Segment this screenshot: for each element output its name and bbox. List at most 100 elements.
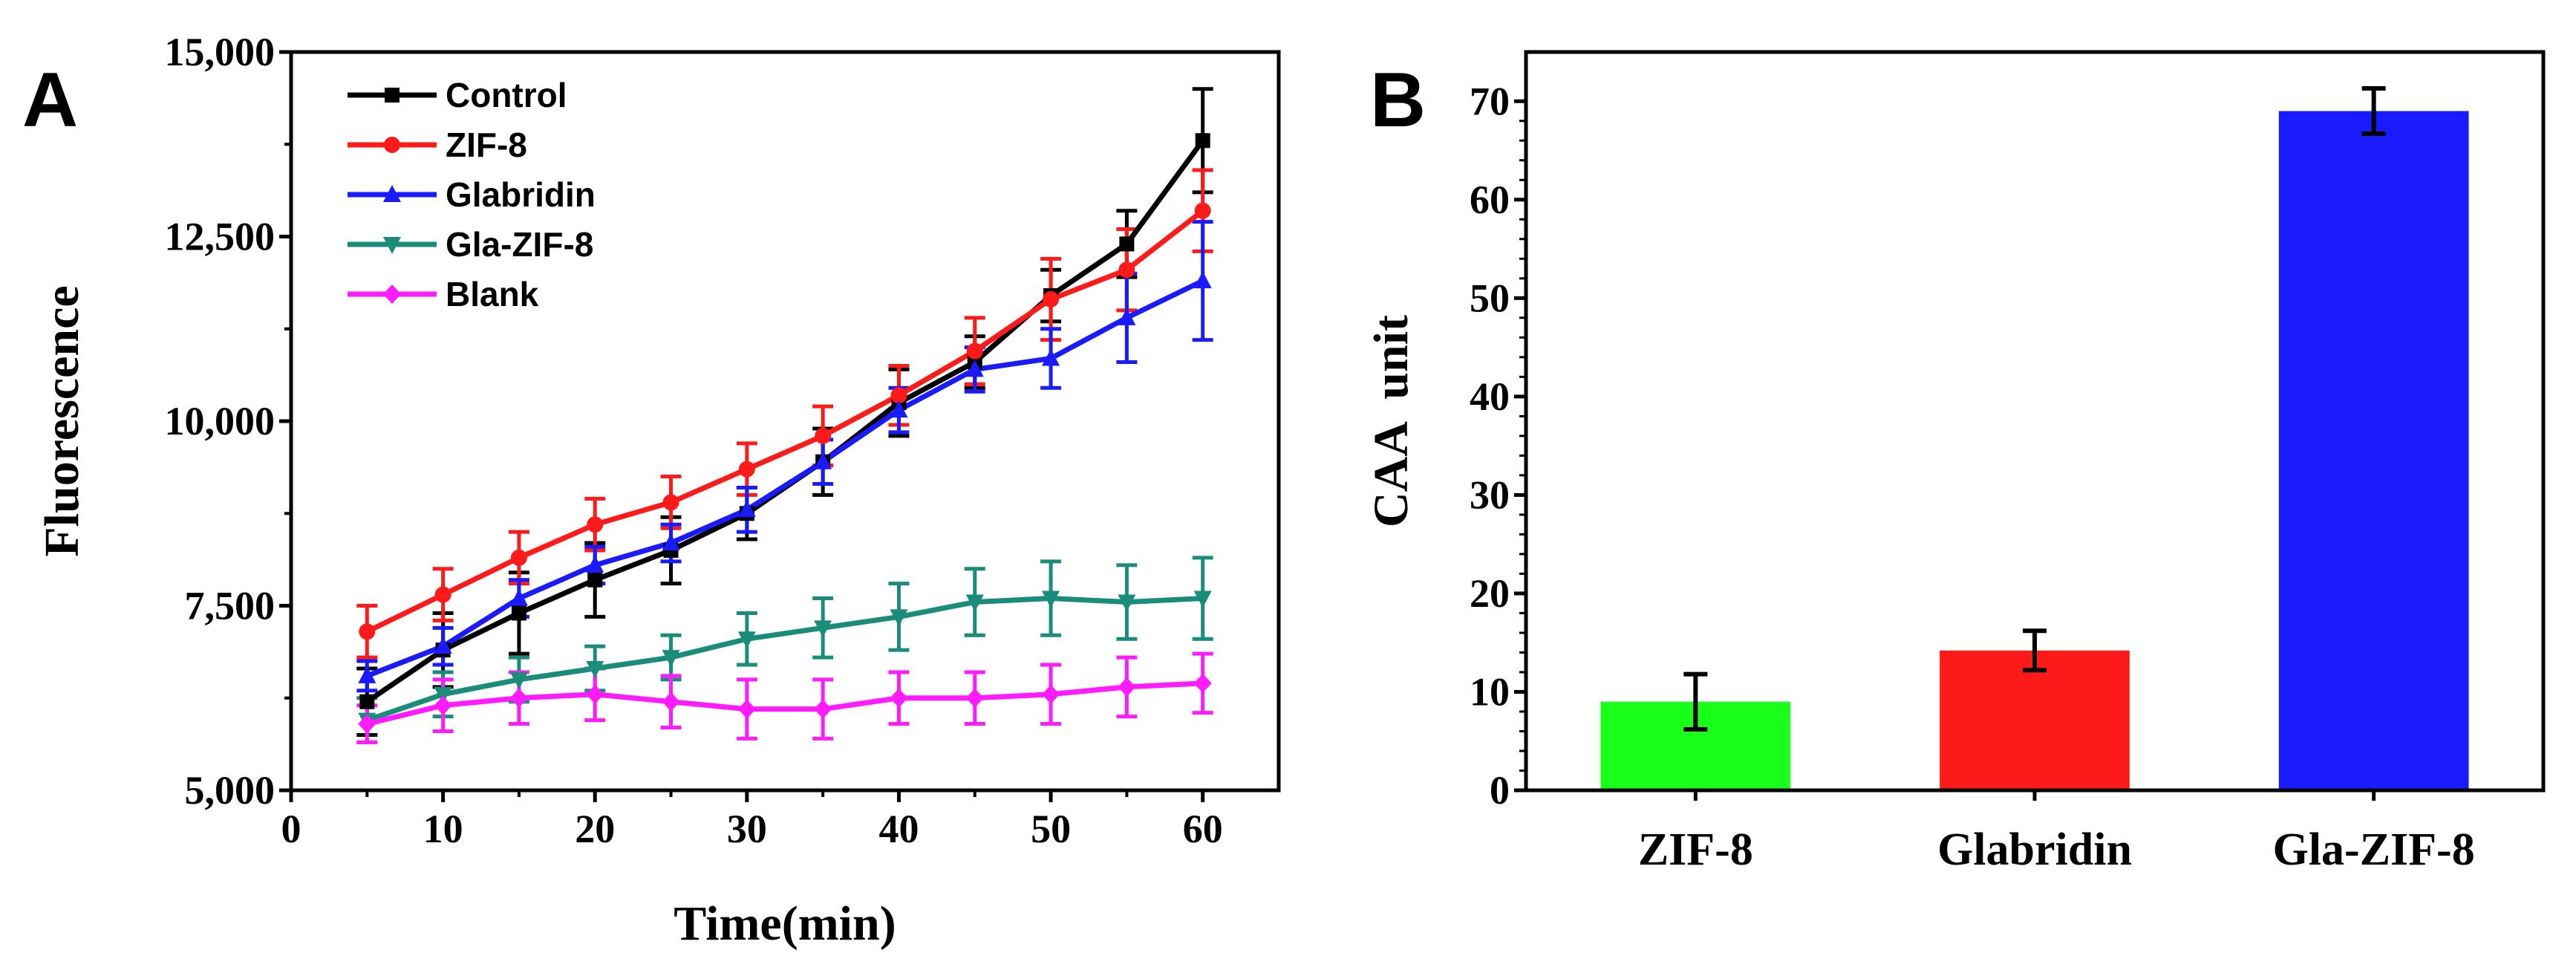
- gla-zif-8-point: [1118, 594, 1136, 612]
- legend-item-control: Control: [348, 76, 567, 114]
- legend-item-gla-zif-8: Gla-ZIF-8: [348, 225, 593, 264]
- error-bar-gla-zif-8: [2361, 86, 2386, 137]
- blank-point: [509, 688, 528, 708]
- y-tick-label: 30: [1470, 472, 1510, 517]
- gla-zif-8-point: [965, 594, 984, 612]
- panel-a-legend: Control ZIF-8 Glabridin Gla-ZIF-8 Blank: [348, 76, 596, 313]
- y-tick-label: 60: [1470, 178, 1510, 222]
- legend-label: Glabridin: [446, 175, 596, 214]
- panel-a-x-ticks: 0 10 20 30 40 50 60: [281, 790, 1223, 851]
- control-point: [1119, 236, 1135, 252]
- blank-point: [1042, 684, 1060, 704]
- panel-b-y-axis-title: CAA unit: [1364, 315, 1418, 527]
- glabridin-point: [358, 666, 376, 683]
- legend-swatch-marker: [383, 237, 401, 254]
- blank-point: [358, 714, 376, 734]
- gla-zif-8-point: [737, 631, 756, 649]
- legend-item-zif-8: ZIF-8: [348, 126, 527, 164]
- blank-point: [434, 695, 452, 715]
- x-tick-label: 30: [727, 807, 767, 851]
- blank-point: [662, 692, 680, 712]
- gla-zif-8-point: [890, 609, 908, 627]
- legend-label: ZIF-8: [446, 126, 527, 164]
- gla-zif-8-point: [509, 671, 528, 689]
- legend-swatch-marker: [384, 137, 400, 153]
- legend-swatch-marker: [383, 284, 401, 304]
- category-label: ZIF-8: [1638, 824, 1753, 875]
- panel-a-x-axis-title: Time(min): [674, 897, 896, 951]
- y-tick-label: 15,000: [165, 30, 275, 74]
- legend-item-glabridin: Glabridin: [348, 175, 596, 214]
- legend-label: Blank: [446, 275, 539, 313]
- zif-8-point: [587, 516, 604, 533]
- y-tick-label: 50: [1470, 276, 1510, 320]
- legend-swatch-marker: [383, 185, 401, 202]
- zif-8-point: [1194, 202, 1211, 219]
- y-tick-label: 40: [1470, 374, 1510, 419]
- y-tick-label: 7,500: [185, 584, 275, 628]
- panel-a-line-chart: A 0 10 20 30 40 50 60 5,000 7,500 10,000 12,500 15…: [22, 30, 1281, 951]
- zif-8-point: [966, 342, 983, 360]
- panel-a-label: A: [22, 57, 78, 143]
- control-point: [359, 694, 375, 709]
- panel-b-category-labels: ZIF-8 Glabridin Gla-ZIF-8: [1638, 790, 2475, 875]
- glabridin-point: [737, 500, 756, 518]
- category-label: Gla-ZIF-8: [2273, 824, 2475, 875]
- glabridin-point: [814, 452, 832, 469]
- legend-item-blank: Blank: [348, 275, 539, 313]
- zif-8-point: [1118, 261, 1135, 279]
- blank-point: [814, 699, 832, 719]
- error-bar-glabridin: [2023, 628, 2047, 673]
- blank-line: [366, 680, 1203, 726]
- blank-point: [890, 688, 908, 708]
- gla-zif-8-point: [434, 686, 452, 704]
- gla-zif-8-point: [586, 660, 604, 678]
- error-bar-zif-8: [1683, 671, 1708, 732]
- zif-8-point: [510, 549, 527, 566]
- y-tick-label: 10: [1470, 669, 1510, 714]
- panel-a-y-axis-title: Fluorescence: [35, 285, 89, 556]
- zif-8-point: [738, 461, 755, 478]
- panel-a-y-ticks: 5,000 7,500 10,000 12,500 15,000: [165, 30, 291, 813]
- glabridin-line: [366, 278, 1204, 679]
- zif-8-point: [1043, 290, 1060, 308]
- x-tick-label: 50: [1031, 807, 1071, 851]
- legend-label: Control: [446, 76, 567, 114]
- gla-zif-8-point: [1193, 591, 1212, 608]
- y-tick-label: 20: [1470, 571, 1510, 616]
- glabridin-point: [509, 588, 528, 606]
- panel-b-error-bars: [1683, 86, 2386, 732]
- x-tick-label: 40: [878, 807, 919, 851]
- bar-glabridin: [1940, 650, 2130, 790]
- x-tick-label: 20: [575, 807, 615, 851]
- category-label: Glabridin: [1937, 824, 2132, 875]
- panel-b-bars: [1600, 111, 2469, 790]
- panel-a-markers: [358, 133, 1212, 734]
- control-point: [1195, 133, 1210, 149]
- y-tick-label: 0: [1490, 768, 1510, 813]
- panel-b-bar-chart: B 0 10 20 30 40 50 60 70 ZIF-8 Glabridin Gla-ZIF-…: [1364, 50, 2546, 875]
- x-tick-label: 0: [281, 807, 301, 851]
- zif-8-point: [815, 427, 832, 444]
- y-tick-label: 5,000: [185, 768, 275, 813]
- glabridin-point: [662, 533, 680, 551]
- glabridin-point: [1042, 348, 1060, 366]
- zif-8-point: [662, 494, 679, 511]
- blank-point: [965, 688, 984, 708]
- blank-point: [586, 684, 604, 704]
- glabridin-point: [1193, 271, 1212, 289]
- glabridin-point: [586, 555, 604, 573]
- y-tick-label: 12,500: [165, 215, 275, 259]
- gla-zif-8-line: [366, 596, 1203, 723]
- glabridin-point: [965, 360, 984, 377]
- panel-b-label: B: [1370, 57, 1426, 143]
- blank-point: [1193, 673, 1212, 693]
- x-tick-label: 60: [1183, 807, 1223, 851]
- legend-label: Gla-ZIF-8: [446, 225, 593, 264]
- glabridin-point: [890, 400, 908, 418]
- legend-swatch-marker: [385, 88, 400, 103]
- control-point: [511, 605, 526, 621]
- y-tick-label: 10,000: [165, 399, 275, 443]
- zif-8-point: [890, 387, 907, 404]
